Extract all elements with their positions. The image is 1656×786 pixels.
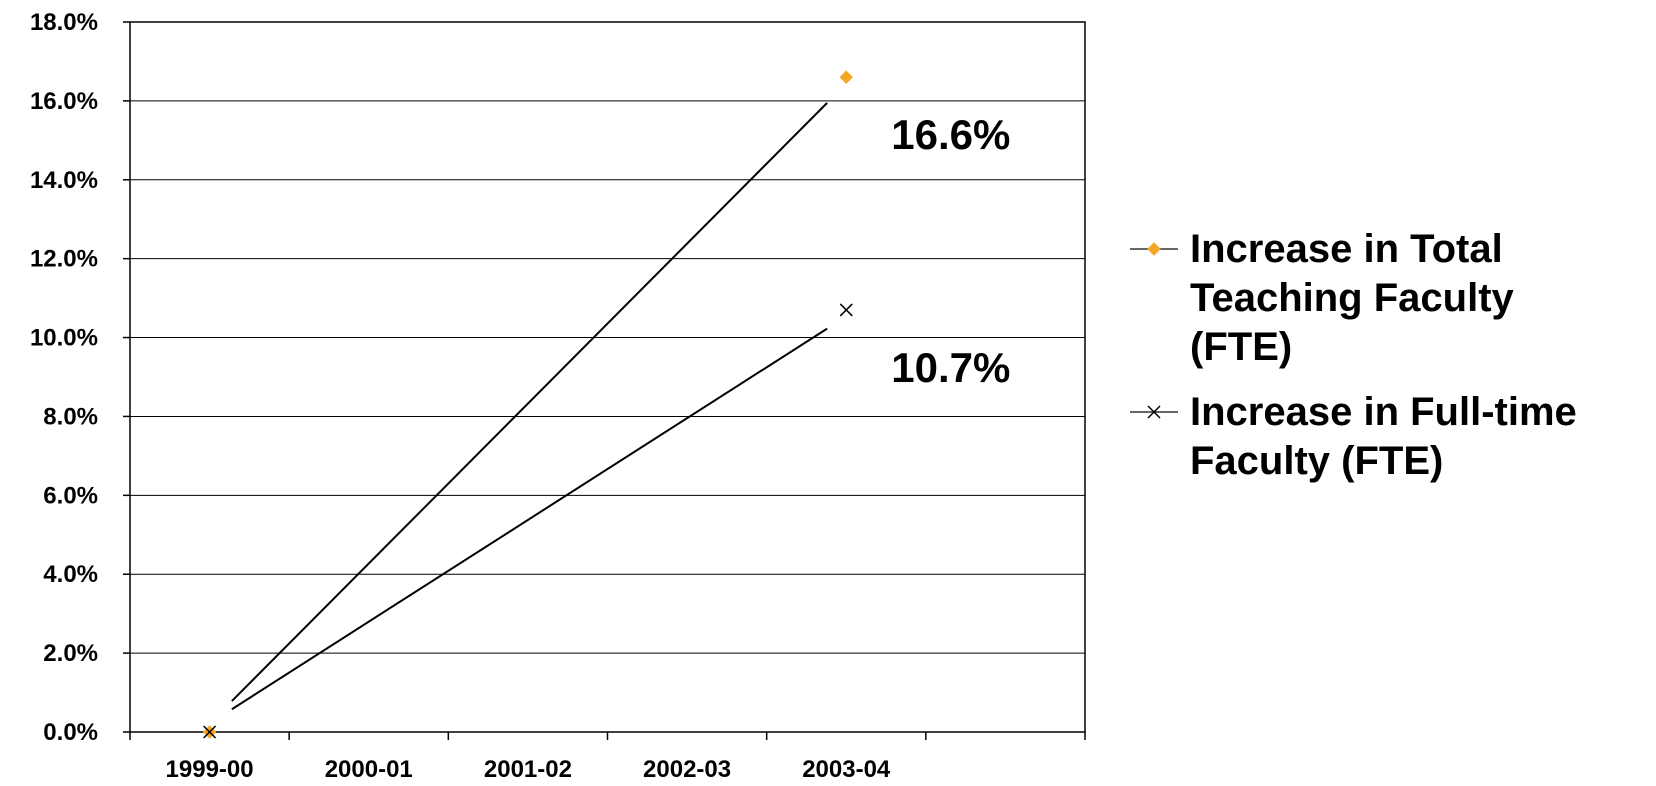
data-point-1-0: [203, 725, 217, 739]
data-point-1-1: [839, 303, 853, 317]
x-tick-label: 2000-01: [325, 756, 413, 783]
x-tick-label: 1999-00: [166, 756, 254, 783]
y-tick-label: 4.0%: [43, 561, 98, 588]
y-tick-label: 18.0%: [30, 9, 98, 36]
data-label: 16.6%: [891, 111, 1010, 158]
x-tick-label: 2003-04: [802, 756, 891, 783]
y-axis: 0.0% 2.0% 4.0% 6.0% 8.0% 10.0% 12.0% 14.0% 16.0%…: [30, 9, 130, 746]
y-tick-label: 16.0%: [30, 88, 98, 115]
y-tick-label: 6.0%: [43, 482, 98, 509]
legend-item-0: Increase in Total Teaching Faculty (FTE): [1130, 227, 1515, 369]
data-point-0-1: [839, 70, 853, 84]
legend-label: Increase in Full-time: [1190, 390, 1577, 434]
y-tick-label: 10.0%: [30, 325, 98, 352]
series-markers: [202, 70, 853, 739]
y-tick-label: 8.0%: [43, 403, 98, 430]
y-tick-label: 0.0%: [43, 719, 98, 746]
legend-label: Increase in Total: [1190, 227, 1503, 271]
data-label: 10.7%: [891, 344, 1010, 391]
legend-label: Teaching Faculty: [1190, 276, 1515, 320]
y-tick-label: 14.0%: [30, 167, 98, 194]
x-tick-label: 2002-03: [643, 756, 731, 783]
legend-swatch-marker: [1147, 242, 1161, 256]
legend-label: Faculty (FTE): [1190, 439, 1443, 483]
legend-swatch-marker: [1147, 405, 1161, 419]
legend-item-1: Increase in Full-time Faculty (FTE): [1130, 390, 1577, 483]
y-tick-label: 2.0%: [43, 640, 98, 667]
x-tick-label: 2001-02: [484, 756, 572, 783]
data-labels: 16.6% 10.7%: [891, 111, 1010, 391]
legend-label: (FTE): [1190, 325, 1292, 369]
x-axis: 1999-00 2000-01 2001-02 2002-03 2003-04: [129, 732, 1086, 783]
series-line-0: [231, 102, 828, 702]
series-lines: [231, 102, 828, 711]
y-tick-label: 12.0%: [30, 246, 98, 273]
series-line-1: [231, 327, 828, 711]
